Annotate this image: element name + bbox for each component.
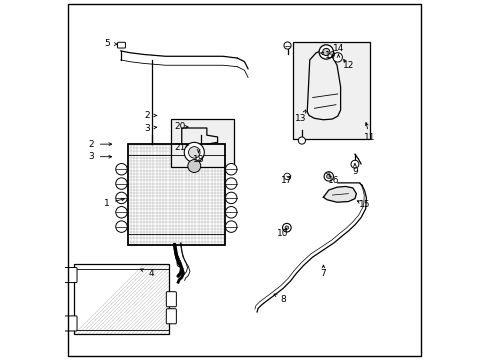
Text: 12: 12 bbox=[342, 62, 353, 71]
Text: 7: 7 bbox=[320, 269, 325, 278]
Bar bbox=[292, 42, 369, 139]
Text: 18: 18 bbox=[192, 155, 204, 164]
Text: 17: 17 bbox=[281, 176, 292, 185]
Bar bbox=[128, 144, 224, 244]
Circle shape bbox=[298, 137, 305, 144]
Circle shape bbox=[187, 159, 201, 172]
Text: 6: 6 bbox=[175, 260, 181, 269]
Text: 11: 11 bbox=[364, 133, 375, 142]
Text: 14: 14 bbox=[332, 44, 344, 53]
FancyBboxPatch shape bbox=[117, 42, 125, 48]
Text: 10: 10 bbox=[276, 229, 287, 238]
Text: 4: 4 bbox=[148, 269, 154, 278]
Text: 3: 3 bbox=[88, 152, 94, 161]
Circle shape bbox=[319, 45, 333, 59]
FancyBboxPatch shape bbox=[64, 316, 77, 331]
Circle shape bbox=[225, 207, 237, 218]
Circle shape bbox=[284, 173, 290, 180]
Text: 13: 13 bbox=[295, 114, 306, 123]
Circle shape bbox=[225, 192, 237, 204]
Circle shape bbox=[332, 53, 342, 62]
Circle shape bbox=[225, 178, 237, 189]
Circle shape bbox=[188, 147, 200, 158]
Circle shape bbox=[285, 226, 288, 229]
Text: 16: 16 bbox=[327, 176, 339, 185]
Circle shape bbox=[116, 221, 127, 232]
Circle shape bbox=[116, 178, 127, 189]
Circle shape bbox=[350, 160, 358, 168]
Text: 21: 21 bbox=[174, 143, 185, 152]
Text: 9: 9 bbox=[351, 167, 357, 176]
Circle shape bbox=[326, 174, 330, 179]
Text: 8: 8 bbox=[280, 294, 285, 303]
Circle shape bbox=[225, 163, 237, 175]
Bar bbox=[171, 119, 233, 167]
Circle shape bbox=[184, 142, 204, 162]
FancyBboxPatch shape bbox=[166, 309, 176, 324]
Circle shape bbox=[225, 221, 237, 232]
Text: 19: 19 bbox=[324, 51, 336, 60]
Circle shape bbox=[116, 207, 127, 218]
Text: 2: 2 bbox=[144, 111, 149, 120]
Circle shape bbox=[116, 192, 127, 204]
Bar bbox=[74, 264, 169, 334]
Circle shape bbox=[282, 224, 290, 232]
Circle shape bbox=[324, 172, 333, 181]
Text: 3: 3 bbox=[144, 123, 149, 132]
Circle shape bbox=[322, 48, 329, 55]
Polygon shape bbox=[323, 186, 356, 202]
Circle shape bbox=[116, 163, 127, 175]
Text: 5: 5 bbox=[104, 39, 110, 48]
Circle shape bbox=[284, 42, 290, 49]
FancyBboxPatch shape bbox=[64, 267, 77, 283]
Text: 20: 20 bbox=[174, 122, 185, 131]
Text: 15: 15 bbox=[358, 200, 369, 209]
Text: 2: 2 bbox=[88, 140, 94, 149]
Text: 1: 1 bbox=[103, 199, 109, 208]
FancyBboxPatch shape bbox=[166, 292, 176, 307]
